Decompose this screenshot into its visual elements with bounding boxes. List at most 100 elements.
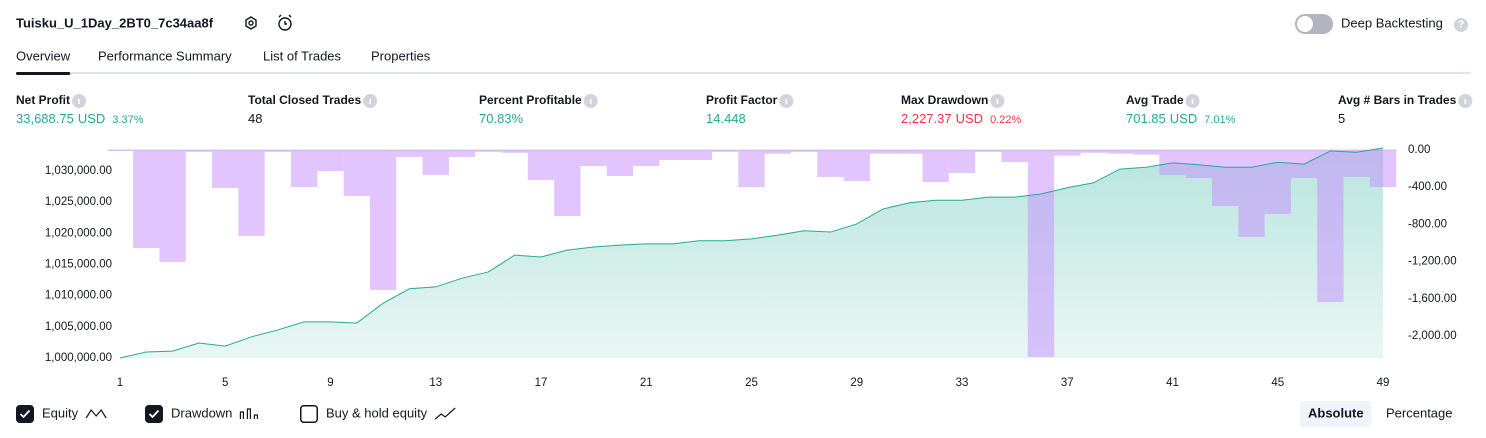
x-tick-label: 45 bbox=[1271, 377, 1284, 389]
x-tick-label: 49 bbox=[1377, 377, 1390, 389]
metric-value: 48 bbox=[248, 111, 262, 126]
metric-unit: USD bbox=[956, 111, 983, 126]
legend-label: Buy & hold equity bbox=[326, 405, 428, 420]
x-tick-label: 5 bbox=[222, 377, 228, 389]
y2-tick-label: -1,200.00 bbox=[1408, 256, 1457, 268]
info-icon[interactable] bbox=[583, 94, 598, 108]
drawdown-bar bbox=[738, 150, 765, 188]
drawdown-bar bbox=[712, 150, 739, 152]
drawdown-bar bbox=[554, 150, 581, 217]
metric-value: 33,688.75 USD 3.37% bbox=[16, 111, 144, 126]
drawdown-bar bbox=[448, 150, 476, 157]
metric-number: 33,688.75 bbox=[16, 111, 74, 126]
metric-unit: USD bbox=[78, 111, 105, 126]
equity-line bbox=[119, 147, 1384, 359]
drawdown-bar bbox=[1133, 150, 1160, 155]
drawdown-bar bbox=[1317, 150, 1344, 302]
metric-number: 48 bbox=[248, 111, 262, 126]
drawdown-bar bbox=[922, 150, 949, 182]
drawdown-bar bbox=[475, 150, 502, 152]
alert-icon[interactable] bbox=[278, 14, 292, 31]
settings-icon[interactable] bbox=[245, 16, 257, 30]
metric-label: Profit Factor bbox=[706, 93, 778, 107]
drawdown-bar bbox=[159, 150, 186, 262]
metric-number: 2,227.37 bbox=[901, 111, 952, 126]
y-tick-label: 1,020,000.00 bbox=[45, 227, 112, 239]
drawdown-bar bbox=[369, 150, 397, 290]
mode-button[interactable]: Absolute bbox=[1300, 401, 1372, 427]
legend-item[interactable]: Drawdown bbox=[145, 405, 259, 423]
metric-percent: 0.22% bbox=[990, 114, 1021, 126]
tab[interactable]: Overview bbox=[16, 48, 71, 63]
metric-percent: 7.01% bbox=[1204, 114, 1235, 126]
metric-value: 70.83% bbox=[479, 111, 524, 126]
drawdown-bar bbox=[133, 150, 160, 249]
checkbox bbox=[16, 405, 34, 423]
drawdown-bar bbox=[1238, 150, 1265, 237]
drawdown-bar bbox=[1264, 150, 1291, 214]
metric-label: Avg # Bars in Trades bbox=[1338, 93, 1457, 107]
legend-label: Equity bbox=[42, 405, 79, 420]
info-icon[interactable] bbox=[1458, 94, 1473, 108]
help-icon[interactable]: ? bbox=[1454, 18, 1468, 32]
drawdown-bar bbox=[896, 150, 923, 154]
drawdown-bar bbox=[1211, 150, 1239, 206]
svg-text:?: ? bbox=[1458, 20, 1464, 31]
info-mark bbox=[1464, 99, 1467, 104]
metric-value: 5 bbox=[1338, 111, 1345, 126]
tab[interactable]: Properties bbox=[371, 48, 431, 63]
info-mark bbox=[785, 99, 788, 104]
metric-value: 14.448 bbox=[706, 111, 746, 126]
x-tick-label: 33 bbox=[956, 377, 969, 389]
drawdown-bar bbox=[659, 150, 686, 161]
x-tick-label: 41 bbox=[1166, 377, 1179, 389]
metric-label: Avg Trade bbox=[1126, 93, 1184, 107]
metric-number: 14.448 bbox=[706, 111, 746, 126]
legend-icon bbox=[434, 407, 456, 420]
drawdown-bar bbox=[212, 150, 239, 189]
checkbox bbox=[300, 405, 318, 423]
drawdown-bar bbox=[869, 150, 897, 154]
checkbox bbox=[145, 405, 163, 423]
info-icon[interactable] bbox=[779, 94, 794, 108]
x-tick-label: 1 bbox=[117, 377, 123, 389]
drawdown-bar bbox=[527, 150, 555, 181]
metric-value: 701.85 USD 7.01% bbox=[1126, 111, 1236, 126]
drawdown-bar bbox=[1080, 150, 1107, 153]
tab[interactable]: Performance Summary bbox=[98, 48, 232, 63]
metric-number: 5 bbox=[1338, 111, 1345, 126]
mode-button[interactable]: Percentage bbox=[1386, 405, 1453, 420]
mode-label: Absolute bbox=[1308, 405, 1364, 420]
drawdown-bar bbox=[1027, 150, 1055, 358]
drawdown-bar bbox=[580, 150, 607, 166]
drawdown-bar bbox=[948, 150, 976, 173]
metric-number: 701.85 bbox=[1126, 111, 1166, 126]
legend-item[interactable]: Equity bbox=[16, 405, 107, 423]
drawdown-bar bbox=[1054, 150, 1081, 156]
legend-icon bbox=[85, 408, 107, 419]
drawdown-bar bbox=[1106, 150, 1134, 154]
toggle-label: Deep Backtesting bbox=[1341, 15, 1443, 30]
deep-backtesting-toggle[interactable] bbox=[1295, 14, 1333, 34]
metric-label: Net Profit bbox=[16, 93, 70, 107]
checkmark bbox=[148, 409, 160, 419]
tab-underline bbox=[16, 72, 71, 75]
y2-tick-label: 0.00 bbox=[1408, 144, 1430, 156]
info-mark bbox=[589, 99, 592, 104]
info-icon[interactable] bbox=[72, 94, 86, 108]
info-icon[interactable] bbox=[990, 94, 1005, 108]
drawdown-bar bbox=[1369, 150, 1397, 188]
drawdown-bar bbox=[1343, 150, 1370, 177]
legend-item[interactable]: Buy & hold equity bbox=[300, 405, 456, 423]
y-tick-label: 1,030,000.00 bbox=[45, 165, 112, 177]
info-icon[interactable] bbox=[1185, 94, 1200, 108]
drawdown-bar bbox=[764, 150, 791, 154]
x-tick-label: 17 bbox=[535, 377, 548, 389]
info-icon[interactable] bbox=[363, 94, 378, 108]
drawdown-bar bbox=[264, 150, 292, 152]
drawdown-bar bbox=[975, 150, 1002, 152]
info-mark bbox=[369, 99, 371, 104]
metric-label: Total Closed Trades bbox=[248, 93, 361, 107]
info-mark bbox=[78, 99, 80, 104]
tab[interactable]: List of Trades bbox=[263, 48, 342, 63]
